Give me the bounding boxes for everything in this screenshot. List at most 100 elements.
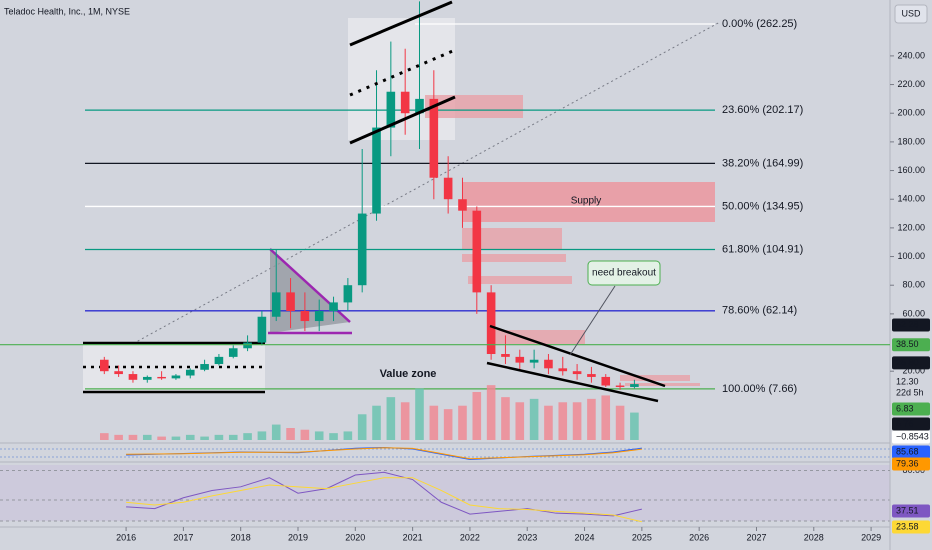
candle-body xyxy=(572,371,582,375)
supply-zone xyxy=(462,182,715,222)
currency-box[interactable] xyxy=(894,4,928,24)
volume-bar xyxy=(314,431,324,440)
fib-label: 50.00% (134.95) xyxy=(722,200,803,212)
volume-bar xyxy=(472,392,482,440)
candle-body xyxy=(630,384,639,387)
volume-bar xyxy=(171,436,181,440)
rsi-band xyxy=(0,465,890,521)
price-label: 6.76 xyxy=(896,418,914,428)
candle-body xyxy=(486,292,496,355)
volume-bar xyxy=(228,434,238,440)
volume-bar xyxy=(415,388,424,440)
volume-bar xyxy=(300,429,310,440)
volume-bar xyxy=(501,397,510,440)
volume-bar xyxy=(243,433,252,440)
candle-body xyxy=(157,376,166,379)
y-tick-label: 140.00 xyxy=(897,194,925,204)
channel-bottom xyxy=(349,95,456,145)
y-tick-label: 220.00 xyxy=(897,79,925,89)
candle-body xyxy=(171,375,181,379)
price-label: −0.8543 xyxy=(896,431,929,441)
candle-body xyxy=(529,359,539,363)
candle-body xyxy=(501,354,510,357)
volume-bar xyxy=(214,434,224,440)
volume-bar xyxy=(386,397,396,440)
volume-bar xyxy=(142,434,152,440)
candle-body xyxy=(386,91,396,128)
volume-bar xyxy=(372,405,381,440)
indicator-line xyxy=(126,447,642,460)
price-label-bg xyxy=(892,402,930,416)
candle-body xyxy=(458,199,467,211)
price-label: 6.83 xyxy=(896,403,914,413)
candle-body xyxy=(544,359,553,369)
callout xyxy=(587,260,661,286)
volume-bar xyxy=(343,431,353,440)
fib-label: 0.00% (262.25) xyxy=(722,18,797,30)
candle-body xyxy=(443,177,453,200)
candle-body xyxy=(329,302,338,312)
fib-label: 38.20% (164.99) xyxy=(722,157,803,169)
candle-body xyxy=(615,385,625,387)
x-tick-label: 2020 xyxy=(345,532,365,542)
currency[interactable]: USD xyxy=(901,8,921,18)
x-tick-label: 2024 xyxy=(575,532,595,542)
zone xyxy=(468,276,572,284)
x-tick-label: 2022 xyxy=(460,532,480,542)
y-tick-label: 160.00 xyxy=(897,165,925,175)
volume-bar xyxy=(515,402,525,440)
x-tick-label: 2028 xyxy=(804,532,824,542)
candle-body xyxy=(214,356,224,365)
candle-body xyxy=(372,127,381,214)
volume-bar xyxy=(443,409,453,440)
x-tick-label: 2016 xyxy=(116,532,136,542)
supply-label: Supply xyxy=(571,196,602,207)
candle-body xyxy=(286,292,295,312)
volume-bar xyxy=(429,405,439,440)
candle-body xyxy=(558,368,568,372)
price-label: 25.80 xyxy=(896,357,919,367)
y-tick-label: 180.00 xyxy=(897,136,925,146)
candle-body xyxy=(185,369,195,376)
zone xyxy=(462,228,562,250)
arrow xyxy=(569,285,616,356)
volume-bar xyxy=(100,433,109,440)
candle-body xyxy=(343,285,353,303)
x-tick-label: 2023 xyxy=(517,532,537,542)
price-label: 79.36 xyxy=(896,458,919,468)
fib-label: 61.80% (104.91) xyxy=(722,243,803,255)
wedge-top xyxy=(489,324,666,388)
zone xyxy=(462,254,566,262)
price-label-bg xyxy=(892,338,930,352)
volume-bar xyxy=(157,436,166,440)
price-label-bg xyxy=(892,356,930,370)
candle-body xyxy=(515,356,525,363)
candle-body xyxy=(257,316,267,343)
volume-bar xyxy=(271,424,281,440)
volume-bar xyxy=(114,434,123,440)
x-tick-label: 2021 xyxy=(403,532,423,542)
volume-bar xyxy=(329,433,338,440)
y-tick-label: 60.00 xyxy=(902,308,925,318)
candle-body xyxy=(300,311,310,322)
candle-body xyxy=(357,213,367,286)
y-tick-label: 240.00 xyxy=(897,50,925,60)
candle-body xyxy=(601,376,611,386)
price-label-bg xyxy=(892,430,930,444)
x-tick-label: 2017 xyxy=(173,532,193,542)
candle-body xyxy=(472,210,482,293)
zone xyxy=(620,375,690,381)
volume-bar xyxy=(558,402,568,440)
price-label-bg xyxy=(892,457,930,471)
volume-bar xyxy=(572,402,582,440)
x-tick-label: 2026 xyxy=(689,532,709,542)
candle-body xyxy=(100,359,109,372)
x-tick-label: 2018 xyxy=(231,532,251,542)
x-tick-label: 2029 xyxy=(861,532,881,542)
price-label-bg xyxy=(892,417,930,431)
y-tick-label: 80.00 xyxy=(902,280,925,290)
volume-bar xyxy=(286,428,295,440)
candle-body xyxy=(200,364,209,370)
indicator-line xyxy=(126,471,642,517)
